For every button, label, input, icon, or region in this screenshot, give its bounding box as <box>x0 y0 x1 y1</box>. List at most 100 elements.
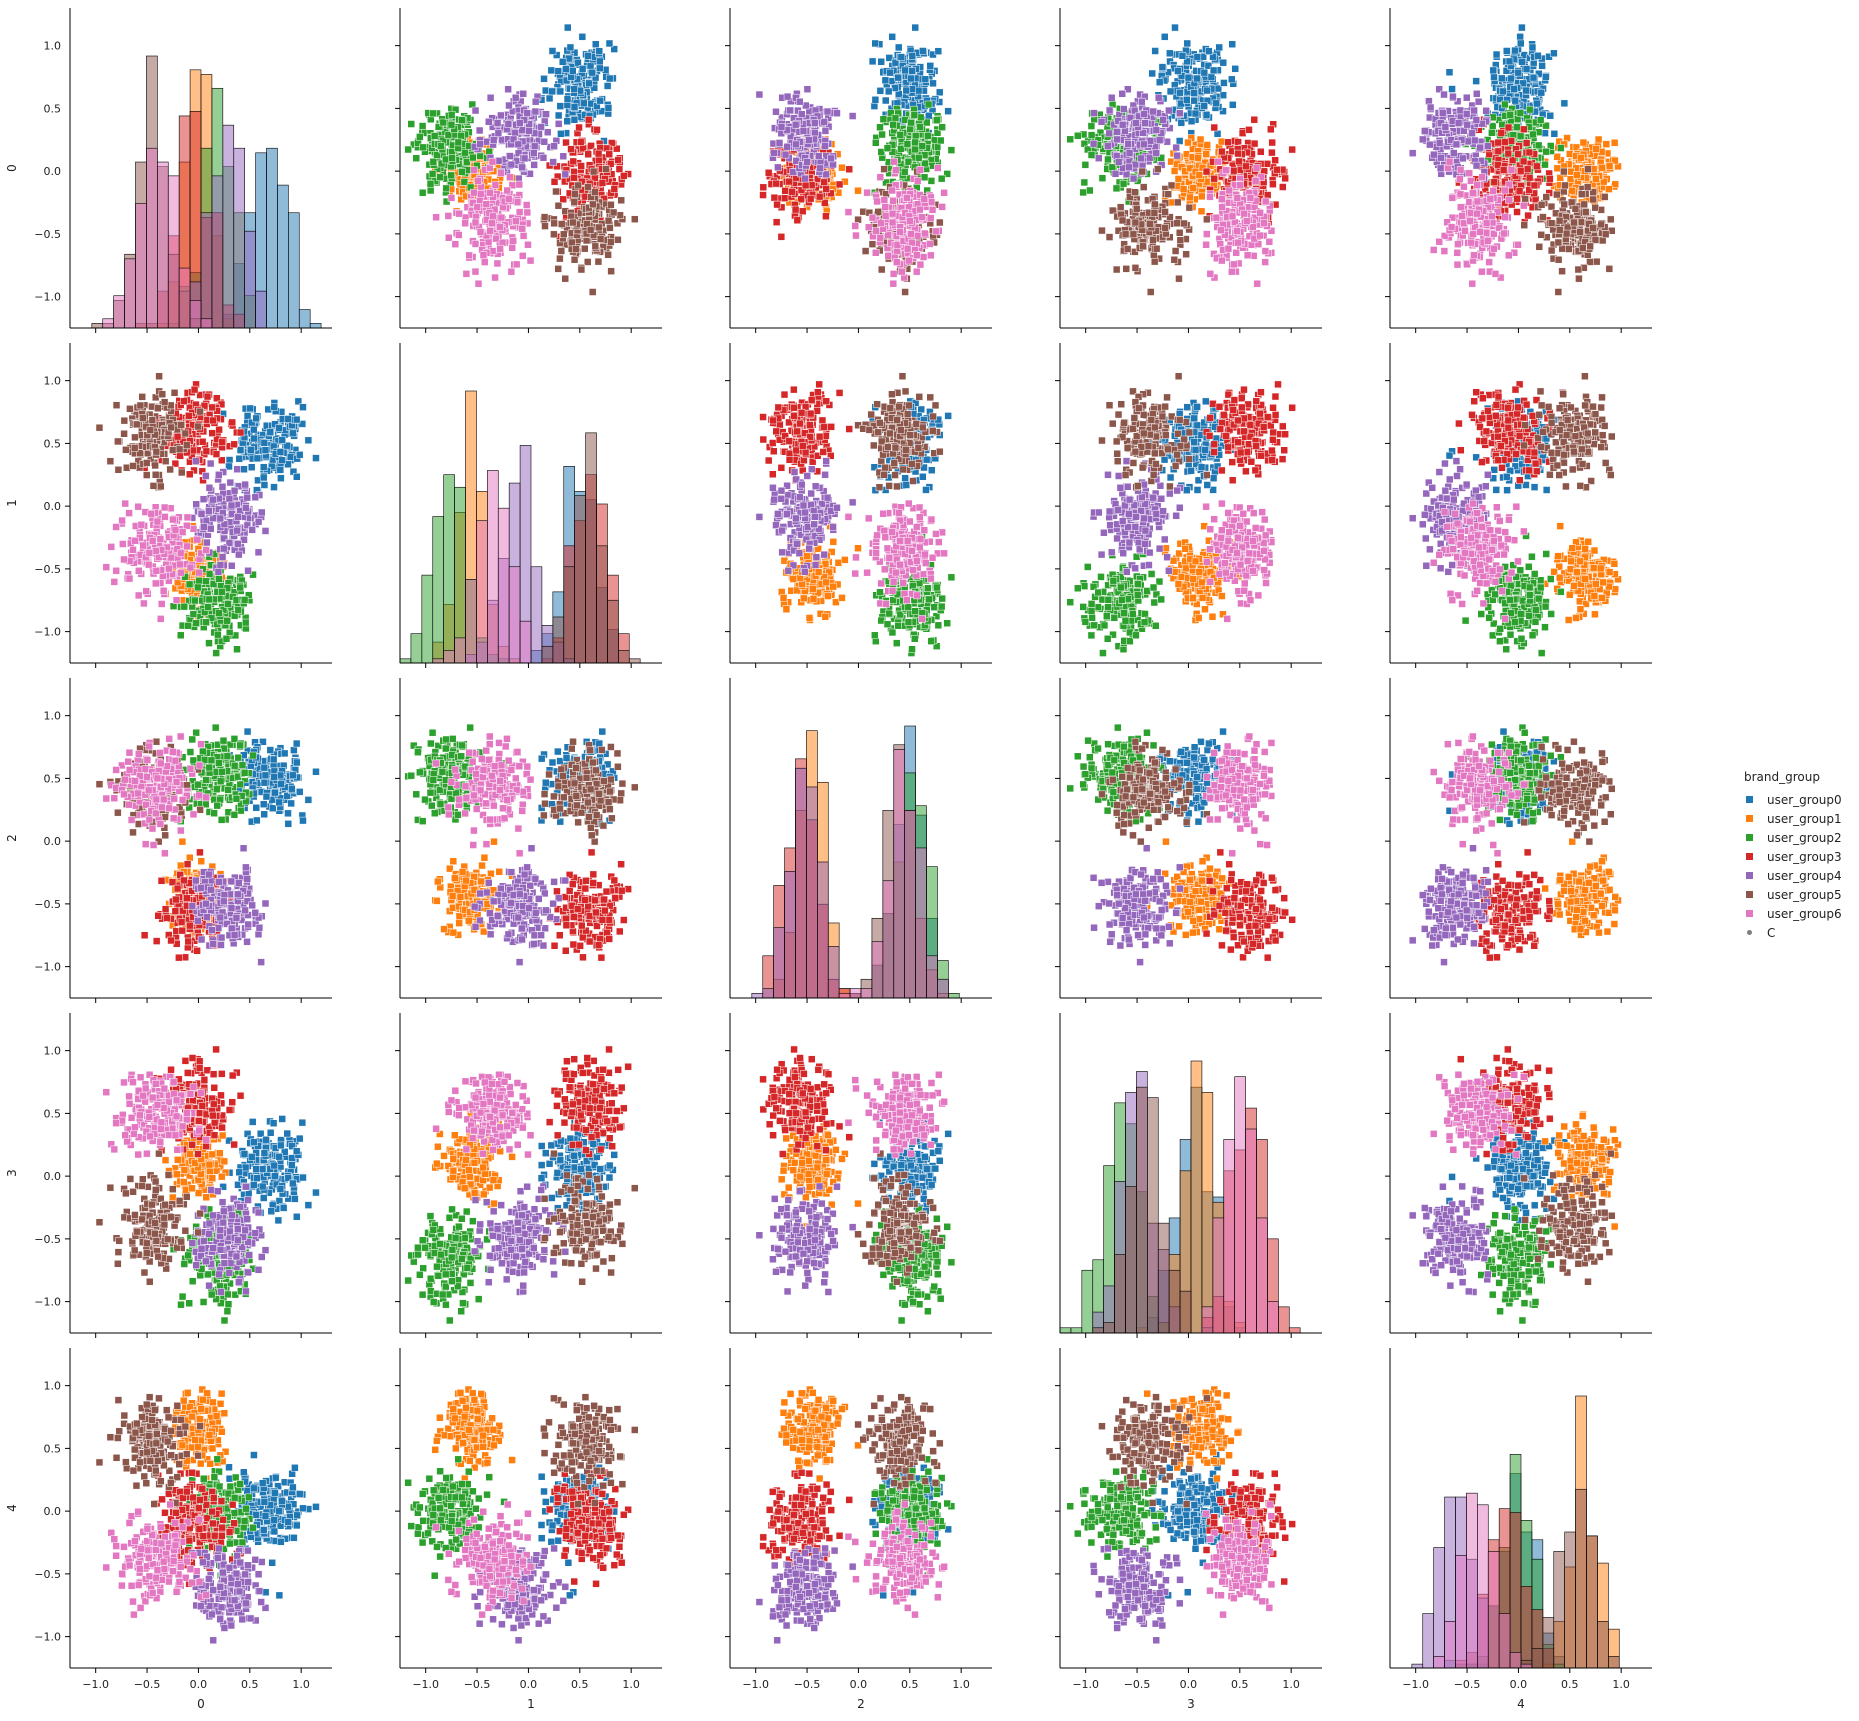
scatter-point <box>472 240 479 247</box>
scatter-point <box>1455 120 1462 127</box>
scatter-point <box>878 220 885 227</box>
scatter-point <box>1272 157 1279 164</box>
scatter-point <box>448 194 455 201</box>
scatter-point <box>1500 88 1507 95</box>
scatter-point <box>488 220 495 227</box>
scatter-point <box>614 236 621 243</box>
scatter-point <box>1080 189 1087 196</box>
scatter-point <box>1179 52 1186 59</box>
scatter-point <box>936 219 943 226</box>
scatter-point <box>570 158 577 165</box>
scatter-point <box>1266 238 1273 245</box>
scatter-point <box>555 112 562 119</box>
scatter-point <box>1180 186 1187 193</box>
scatter-point <box>1130 175 1137 182</box>
scatter-point <box>1168 182 1175 189</box>
scatter-point <box>1577 228 1584 235</box>
scatter-point <box>871 103 878 110</box>
scatter-point <box>920 254 927 261</box>
scatter-point <box>1176 89 1183 96</box>
scatter-point <box>864 189 871 196</box>
scatter-point <box>912 132 919 139</box>
scatter-point <box>1491 73 1498 80</box>
scatter-point <box>1171 256 1178 263</box>
scatter-point <box>1194 54 1201 61</box>
scatter-point <box>921 230 928 237</box>
scatter-point <box>508 268 515 275</box>
scatter-point <box>1513 124 1520 131</box>
scatter-point <box>879 131 886 138</box>
scatter-point <box>562 171 569 178</box>
scatter-point <box>1205 48 1212 55</box>
scatter-point <box>1426 141 1433 148</box>
scatter-point <box>1542 73 1549 80</box>
scatter-point <box>489 158 496 165</box>
scatter-point <box>1196 172 1203 179</box>
scatter-point <box>516 181 523 188</box>
scatter-point <box>1138 155 1145 162</box>
scatter-point <box>1165 191 1172 198</box>
scatter-point <box>476 127 483 134</box>
scatter-point <box>1233 249 1240 256</box>
scatter-point <box>1203 241 1210 248</box>
scatter-point <box>631 216 638 223</box>
scatter-point <box>1580 139 1587 146</box>
scatter-point <box>430 158 437 165</box>
scatter-point <box>1119 217 1126 224</box>
hist-bar <box>212 176 223 328</box>
scatter-point <box>615 157 622 164</box>
scatter-point <box>1222 167 1229 174</box>
scatter-point <box>1226 187 1233 194</box>
scatter-point <box>520 90 527 97</box>
scatter-point <box>1126 150 1133 157</box>
scatter-point <box>1575 266 1582 273</box>
scatter-point <box>1098 227 1105 234</box>
scatter-point <box>1106 107 1113 114</box>
scatter-point <box>922 76 929 83</box>
scatter-point <box>869 214 876 221</box>
scatter-point <box>921 160 928 167</box>
scatter-point <box>1186 194 1193 201</box>
scatter-point <box>792 206 799 213</box>
scatter-point <box>416 133 423 140</box>
scatter-point <box>1230 167 1237 174</box>
scatter-point <box>1522 196 1529 203</box>
scatter-point <box>930 80 937 87</box>
scatter-point <box>1172 247 1179 254</box>
hist-bar <box>157 162 168 328</box>
scatter-point <box>1191 89 1198 96</box>
scatter-point <box>1146 154 1153 161</box>
scatter-point <box>1514 208 1521 215</box>
scatter-point <box>1217 227 1224 234</box>
scatter-point <box>1203 168 1210 175</box>
scatter-point <box>855 187 862 194</box>
scatter-point <box>597 97 604 104</box>
scatter-point <box>1526 149 1533 156</box>
scatter-point <box>821 179 828 186</box>
scatter-point <box>1525 212 1532 219</box>
scatter-point <box>1104 156 1111 163</box>
scatter-point <box>1242 163 1249 170</box>
scatter-point <box>1498 75 1505 82</box>
scatter-point <box>563 139 570 146</box>
scatter-point <box>455 231 462 238</box>
scatter-point <box>516 209 523 216</box>
scatter-point <box>419 189 426 196</box>
scatter-point <box>1419 136 1426 143</box>
scatter-point <box>891 85 898 92</box>
scatter-point <box>901 168 908 175</box>
scatter-point <box>1229 101 1236 108</box>
scatter-point <box>771 194 778 201</box>
scatter-point <box>512 218 519 225</box>
scatter-point <box>1592 175 1599 182</box>
scatter-point <box>495 130 502 137</box>
scatter-point <box>443 185 450 192</box>
scatter-point <box>493 235 500 242</box>
scatter-point <box>1601 193 1608 200</box>
scatter-point <box>1112 170 1119 177</box>
scatter-point <box>585 116 592 123</box>
scatter-point <box>1579 245 1586 252</box>
scatter-point <box>878 149 885 156</box>
scatter-point <box>550 159 557 166</box>
scatter-point <box>1566 150 1573 157</box>
